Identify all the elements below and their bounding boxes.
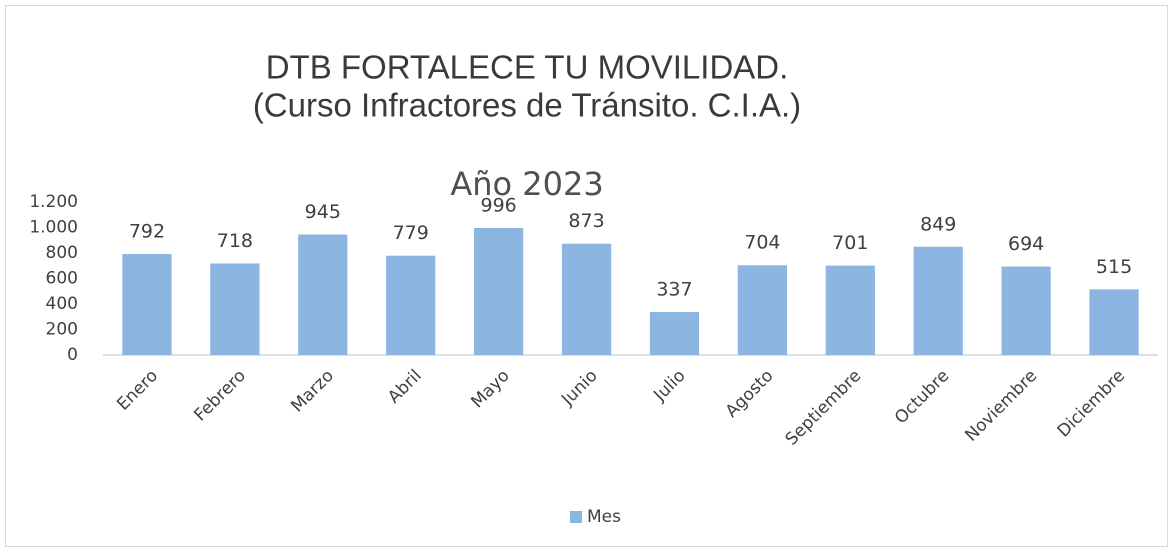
legend-swatch — [570, 511, 582, 523]
bar — [737, 265, 787, 355]
bar — [561, 243, 612, 355]
data-label: 779 — [393, 222, 429, 244]
bar — [1089, 289, 1139, 355]
y-tick-label: 200 — [46, 320, 78, 340]
bar — [210, 263, 260, 355]
legend-label: Mes — [587, 507, 621, 527]
bar — [122, 254, 172, 355]
data-label: 873 — [568, 210, 604, 232]
bar — [825, 265, 875, 355]
y-tick-label: 0 — [67, 345, 78, 365]
data-label: 996 — [480, 195, 516, 217]
data-label: 792 — [129, 221, 165, 243]
y-tick-label: 800 — [46, 243, 78, 263]
data-label: 701 — [832, 232, 868, 254]
data-label: 337 — [656, 279, 692, 301]
y-tick-label: 1.200 — [29, 192, 78, 212]
bar — [913, 246, 963, 355]
bar — [298, 234, 348, 355]
bar — [386, 255, 436, 355]
data-label: 945 — [305, 201, 341, 223]
data-label: 718 — [217, 230, 253, 252]
chart-subtitle: Año 2023 — [450, 165, 603, 203]
data-label: 849 — [920, 213, 956, 235]
bar — [1001, 266, 1051, 355]
y-tick-label: 600 — [46, 269, 78, 289]
chart-title: DTB FORTALECE TU MOVILIDAD. — [266, 49, 789, 86]
bar — [474, 228, 524, 355]
data-label: 704 — [744, 232, 780, 254]
data-label: 694 — [1008, 233, 1044, 255]
data-label: 515 — [1096, 256, 1132, 278]
y-tick-label: 400 — [46, 294, 78, 314]
chart-title: (Curso Infractores de Tránsito. C.I.A.) — [253, 87, 801, 124]
y-tick-label: 1.000 — [29, 218, 78, 238]
bar — [649, 312, 700, 355]
